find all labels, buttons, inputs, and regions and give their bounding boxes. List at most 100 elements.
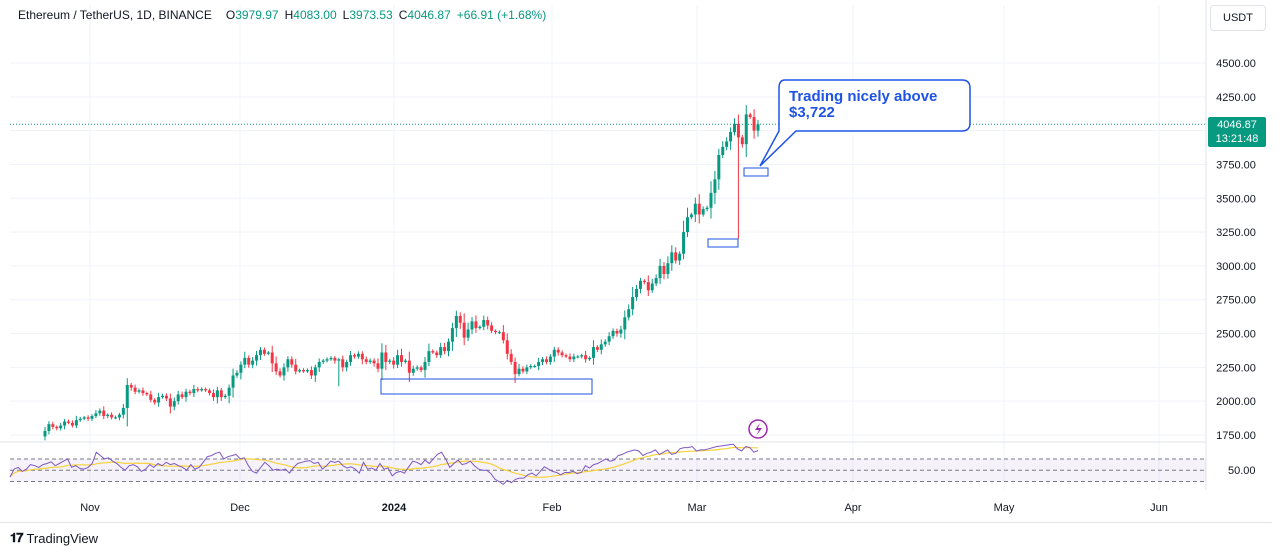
candle[interactable] [121, 404, 125, 419]
candle[interactable] [533, 364, 537, 368]
candle[interactable] [294, 359, 298, 375]
candle[interactable] [192, 384, 196, 398]
candle[interactable] [59, 422, 63, 431]
candle[interactable] [517, 363, 521, 377]
candle[interactable] [82, 415, 86, 421]
candle[interactable] [646, 275, 650, 296]
candle[interactable] [125, 378, 129, 427]
candle[interactable] [239, 361, 243, 380]
candle[interactable] [309, 366, 313, 379]
candle[interactable] [458, 312, 462, 329]
candle[interactable] [419, 365, 423, 373]
footer[interactable]: 𝟏𝟕 TradingView [10, 530, 98, 546]
candle[interactable] [200, 387, 204, 392]
candle[interactable] [662, 262, 666, 280]
candle[interactable] [423, 356, 427, 378]
candle[interactable] [305, 368, 309, 373]
candle[interactable] [654, 274, 658, 287]
candle[interactable] [396, 349, 400, 369]
candle[interactable] [227, 384, 231, 404]
candle[interactable] [454, 310, 458, 338]
candle[interactable] [325, 357, 329, 363]
candle[interactable] [157, 392, 161, 407]
candle[interactable] [168, 393, 172, 414]
candle[interactable] [576, 354, 580, 359]
candle[interactable] [627, 304, 631, 321]
candle[interactable] [544, 356, 548, 365]
candle[interactable] [635, 284, 639, 301]
candle[interactable] [564, 353, 568, 359]
candle[interactable] [392, 357, 396, 369]
candle[interactable] [748, 112, 752, 120]
candle[interactable] [415, 365, 419, 371]
candle[interactable] [258, 346, 262, 361]
candle[interactable] [360, 351, 364, 365]
candle[interactable] [329, 356, 333, 361]
candle[interactable] [572, 353, 576, 363]
candle[interactable] [86, 415, 90, 421]
candle[interactable] [153, 398, 157, 405]
candle[interactable] [211, 389, 215, 401]
candle[interactable] [709, 181, 713, 219]
candle[interactable] [400, 348, 403, 367]
candle[interactable] [376, 358, 380, 373]
candle[interactable] [67, 419, 71, 425]
candle[interactable] [490, 322, 494, 334]
candle[interactable] [541, 357, 545, 366]
candle[interactable] [470, 316, 474, 335]
candle[interactable] [149, 390, 153, 403]
candle[interactable] [650, 278, 654, 293]
candle[interactable] [615, 328, 619, 337]
candle[interactable] [129, 382, 133, 391]
candle[interactable] [290, 356, 294, 368]
candle[interactable] [349, 350, 353, 366]
candle[interactable] [756, 119, 760, 137]
candle[interactable] [243, 351, 247, 369]
candle[interactable] [251, 356, 255, 369]
candle[interactable] [161, 393, 165, 399]
candle[interactable] [658, 258, 662, 284]
candle[interactable] [439, 342, 443, 358]
candle[interactable] [102, 406, 106, 420]
candle[interactable] [501, 325, 505, 344]
candle[interactable] [450, 322, 454, 351]
candle[interactable] [638, 277, 642, 294]
candle[interactable] [697, 194, 701, 224]
candle[interactable] [352, 353, 356, 359]
candle[interactable] [603, 339, 607, 347]
candle[interactable] [447, 338, 451, 357]
candle[interactable] [317, 358, 321, 372]
candle[interactable] [141, 387, 145, 396]
candle[interactable] [482, 315, 486, 331]
candle[interactable] [55, 425, 59, 431]
candle[interactable] [560, 350, 564, 358]
candle[interactable] [486, 316, 490, 330]
candle[interactable] [611, 328, 615, 339]
candle[interactable] [114, 415, 118, 420]
candle[interactable] [78, 416, 82, 422]
candle[interactable] [106, 413, 110, 419]
candle[interactable] [701, 206, 705, 217]
candle[interactable] [431, 349, 435, 354]
candle[interactable] [321, 358, 325, 365]
candle[interactable] [345, 359, 349, 372]
candle[interactable] [689, 212, 693, 220]
candle[interactable] [90, 414, 94, 422]
candle[interactable] [584, 350, 588, 363]
candle[interactable] [356, 351, 360, 359]
candle[interactable] [208, 388, 212, 396]
candle[interactable] [388, 358, 392, 365]
candle[interactable] [282, 363, 286, 381]
candle[interactable] [176, 390, 180, 405]
candle[interactable] [364, 356, 368, 365]
candle[interactable] [588, 356, 592, 361]
candle[interactable] [678, 251, 682, 265]
candle[interactable] [368, 358, 372, 364]
candle[interactable] [497, 330, 501, 334]
candle[interactable] [255, 350, 259, 366]
candle[interactable] [619, 325, 623, 338]
candle[interactable] [223, 393, 227, 399]
candle[interactable] [337, 357, 341, 387]
candle[interactable] [580, 353, 584, 359]
candle[interactable] [51, 421, 55, 430]
